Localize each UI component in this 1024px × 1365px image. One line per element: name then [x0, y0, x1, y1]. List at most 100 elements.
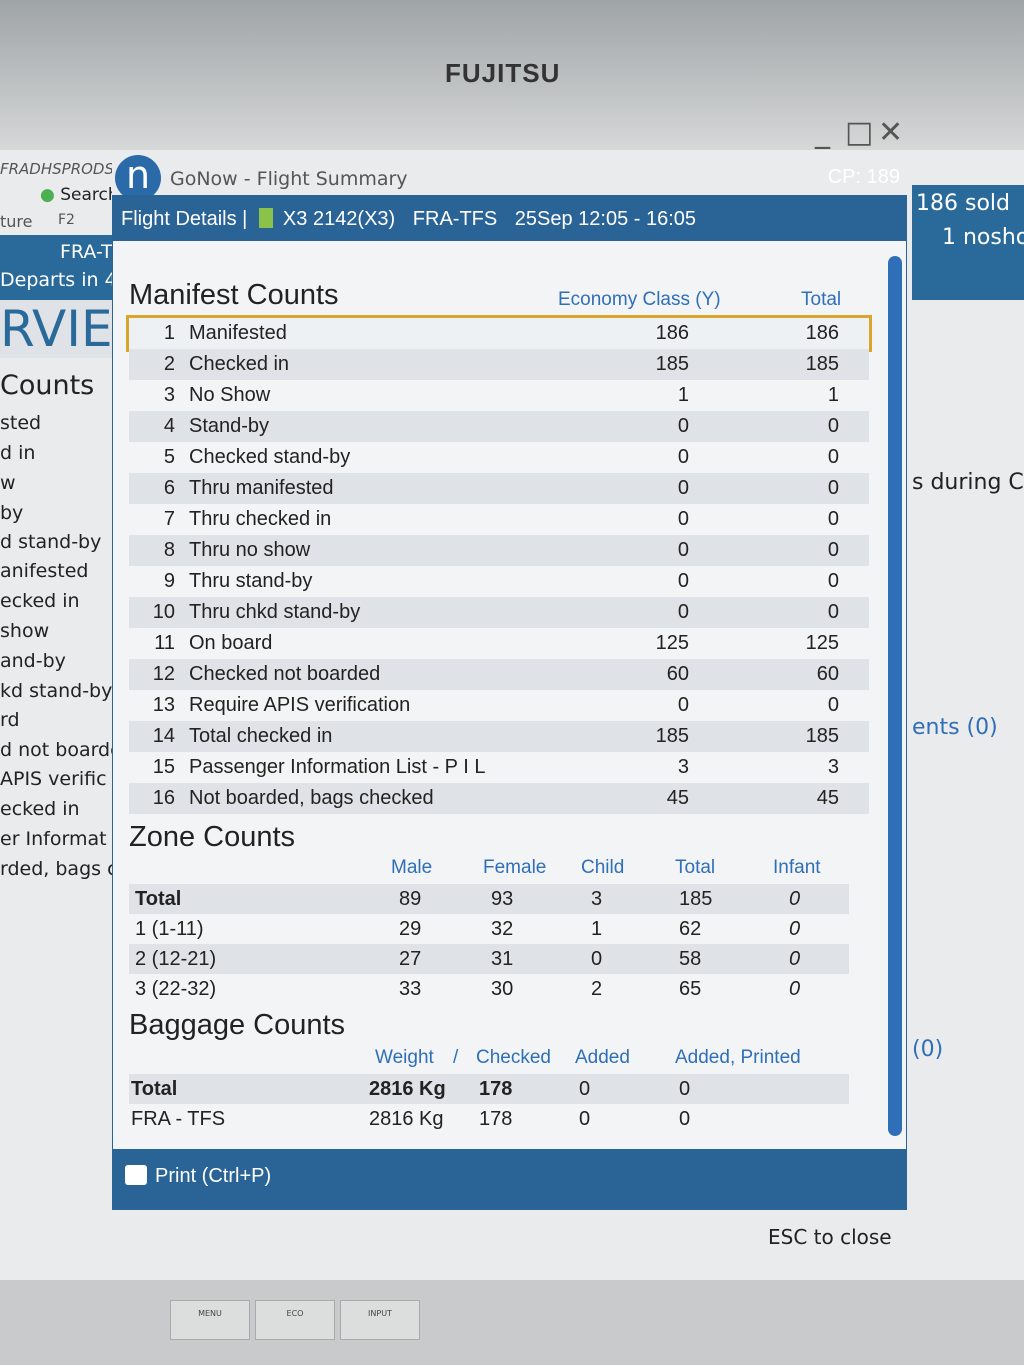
manifest-row[interactable]: 7 Thru checked in 0 0 [129, 504, 869, 535]
zone-label: 2 (12-21) [135, 948, 217, 970]
bg-link[interactable]: (0) [912, 1037, 944, 1062]
zone-total: 185 [679, 888, 713, 910]
manifest-row[interactable]: 11 On board 125 125 [129, 628, 869, 659]
baggage-printed: 0 [679, 1078, 691, 1100]
zone-counts-title: Zone Counts [129, 821, 296, 853]
economy-value: 3 [677, 756, 689, 778]
row-number: 12 [152, 663, 175, 685]
sold-count: 186 sold [916, 191, 1010, 216]
baggage-printed: 0 [679, 1108, 691, 1130]
row-label: Passenger Information List - P I L [189, 756, 486, 778]
col-checked: Checked [476, 1047, 551, 1068]
gonow-logo: n [115, 155, 161, 201]
total-value: 0 [827, 446, 839, 468]
manifest-row[interactable]: 15 Passenger Information List - P I L 3 3 [129, 752, 869, 783]
monitor-bottom [0, 1280, 1024, 1365]
printer-icon [125, 1165, 147, 1185]
monitor-eco-button[interactable]: ECO [255, 1300, 335, 1340]
economy-value: 60 [666, 663, 689, 685]
row-label: Thru stand-by [189, 570, 313, 592]
baggage-label: FRA - TFS [131, 1108, 226, 1130]
total-value: 0 [827, 539, 839, 561]
manifest-row[interactable]: 4 Stand-by 0 0 [129, 411, 869, 442]
manifest-row[interactable]: 1 Manifested 186 186 [126, 315, 872, 352]
cp-count: CP: 189 [827, 166, 900, 188]
row-number: 1 [163, 322, 175, 344]
zone-female: 31 [491, 948, 514, 970]
col-total: Total [801, 289, 842, 310]
monitor-menu-button[interactable]: MENU [170, 1300, 250, 1340]
baggage-row: FRA - TFS 2816 Kg 178 0 0 [129, 1104, 849, 1134]
row-number: 2 [163, 353, 175, 375]
esc-close-hint[interactable]: ESC to close [768, 1225, 892, 1249]
manifest-row[interactable]: 6 Thru manifested 0 0 [129, 473, 869, 504]
col-added: Added [575, 1047, 630, 1068]
scrollbar[interactable] [888, 256, 902, 1136]
manifest-row[interactable]: 10 Thru chkd stand-by 0 0 [129, 597, 869, 628]
row-number: 13 [152, 694, 175, 716]
bg-text: ture [0, 212, 33, 231]
bg-text: s during C [912, 470, 1024, 495]
close-button[interactable]: ✕ [878, 115, 904, 150]
col-weight: Weight [375, 1047, 434, 1068]
flight-status-icon [259, 208, 274, 228]
total-value: 60 [816, 663, 839, 685]
manifest-row[interactable]: 12 Checked not boarded 60 60 [129, 659, 869, 690]
bg-item: rd [0, 709, 20, 731]
manifest-row[interactable]: 5 Checked stand-by 0 0 [129, 442, 869, 473]
bg-item: APIS verific [0, 768, 107, 790]
manifest-row[interactable]: 9 Thru stand-by 0 0 [129, 566, 869, 597]
bg-route: FRA-T [60, 241, 112, 263]
total-value: 185 [805, 353, 839, 375]
bg-item: show [0, 620, 50, 642]
col-economy: Economy Class (Y) [558, 289, 721, 310]
events-link[interactable]: ents (0) [912, 715, 998, 740]
zone-male: 33 [399, 978, 422, 1000]
zone-label: 3 (22-32) [135, 978, 217, 1000]
manifest-row[interactable]: 2 Checked in 185 185 [129, 349, 869, 380]
economy-value: 0 [677, 508, 689, 530]
status-dot-icon: ● [40, 185, 55, 205]
row-number: 11 [154, 632, 175, 654]
col-total: Total [675, 857, 716, 878]
total-value: 0 [827, 477, 839, 499]
baggage-label: Total [131, 1078, 178, 1100]
manifest-row[interactable]: 13 Require APIS verification 0 0 [129, 690, 869, 721]
manifest-row[interactable]: 16 Not boarded, bags checked 45 45 [129, 783, 869, 814]
flight-details-header: Flight Details | X3 2142(X3) FRA-TFS 25S… [113, 166, 906, 241]
manifest-row[interactable]: 8 Thru no show 0 0 [129, 535, 869, 566]
flight-number: X3 2142(X3) [282, 208, 396, 230]
row-number: 14 [152, 725, 175, 747]
zone-female: 32 [491, 918, 514, 940]
bg-flight-band: FRA-T Departs in 42 [0, 235, 112, 300]
maximize-button[interactable]: □ [845, 115, 874, 150]
row-label: Thru no show [189, 539, 311, 561]
economy-value: 0 [677, 570, 689, 592]
zone-male: 29 [399, 918, 422, 940]
bg-item: ecked in [0, 798, 80, 820]
bg-item: anifested [0, 560, 89, 582]
col-separator: / [453, 1047, 459, 1068]
manifest-row[interactable]: 3 No Show 1 1 [129, 380, 869, 411]
monitor-input-button[interactable]: INPUT [340, 1300, 420, 1340]
search-link[interactable]: ● Search [40, 185, 112, 205]
zone-child: 1 [591, 918, 603, 940]
zone-child: 3 [591, 888, 603, 910]
app-title: GoNow - Flight Summary [170, 168, 408, 190]
row-number: 3 [163, 384, 175, 406]
row-label: Require APIS verification [189, 694, 411, 716]
economy-value: 0 [677, 446, 689, 468]
zone-label: Total [135, 888, 182, 910]
row-label: Stand-by [189, 415, 270, 437]
print-button[interactable]: Print (Ctrl+P) [113, 1149, 906, 1209]
row-label: Checked stand-by [189, 446, 351, 468]
economy-value: 45 [666, 787, 689, 809]
zone-row: 2 (12-21) 27 31 0 58 0 [129, 944, 849, 974]
row-number: 10 [152, 601, 175, 623]
bg-item: rded, bags c [0, 858, 112, 880]
minimize-button[interactable]: _ [815, 115, 830, 150]
manifest-row[interactable]: 14 Total checked in 185 185 [129, 721, 869, 752]
manifest-counts-title: Manifest Counts [129, 279, 339, 311]
baggage-row: Total 2816 Kg 178 0 0 [129, 1074, 849, 1104]
bg-item: d stand-by [0, 531, 102, 553]
